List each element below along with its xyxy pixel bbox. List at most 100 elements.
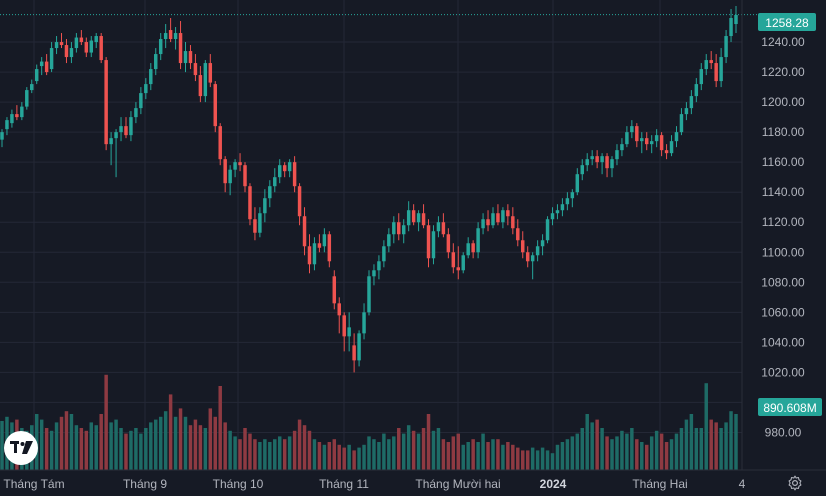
candle-body <box>44 61 49 73</box>
volume-bar <box>630 428 634 470</box>
candle-layer <box>0 6 738 373</box>
price-tick-label: 1200.00 <box>761 95 805 109</box>
candle-body <box>5 120 9 130</box>
candle-body <box>714 63 718 82</box>
volume-bar <box>302 425 307 470</box>
candle-body <box>248 186 252 220</box>
volume-bar <box>441 439 446 470</box>
candle-body <box>630 126 634 133</box>
volume-bar <box>729 411 733 470</box>
price-tick-label: 1080.00 <box>761 275 805 289</box>
volume-bar <box>139 433 143 470</box>
candle-body <box>397 222 401 235</box>
volume-bar <box>431 430 436 470</box>
price-tick-label: 1140.00 <box>762 185 805 199</box>
price-tick-label: 1100.00 <box>762 245 805 259</box>
candle-body <box>585 159 589 166</box>
candle-body <box>268 186 272 199</box>
volume-bar <box>173 416 178 470</box>
candle-body <box>392 222 396 235</box>
candle-body <box>64 45 69 58</box>
candle-body <box>139 93 143 109</box>
time-tick-label: Tháng 11 <box>319 477 369 491</box>
volume-bar <box>560 442 565 470</box>
candle-body <box>481 219 485 229</box>
candle-body <box>89 40 94 53</box>
candle-body <box>431 231 436 259</box>
volume-bar <box>183 416 188 470</box>
candle-body <box>213 84 217 127</box>
volume-bar <box>317 442 322 470</box>
candle-body <box>253 219 257 233</box>
candle-body <box>134 108 138 118</box>
volume-bar <box>352 450 356 470</box>
candle-body <box>471 243 475 253</box>
candle-body <box>610 159 614 169</box>
volume-bar <box>679 428 684 470</box>
tradingview-logo[interactable] <box>4 431 38 465</box>
candle-body <box>347 327 351 337</box>
volume-bar <box>734 414 738 470</box>
volume-bar <box>287 436 292 470</box>
volume-bar <box>213 416 217 470</box>
candle-body <box>406 210 411 226</box>
volume-bar <box>640 442 644 470</box>
volume-bar <box>550 453 555 470</box>
candle-body <box>669 141 674 154</box>
volume-bar <box>461 444 465 470</box>
candle-body <box>317 243 322 248</box>
candle-body <box>273 177 277 187</box>
candle-body <box>332 276 337 304</box>
volume-bar <box>163 411 168 470</box>
volume-bar <box>89 422 94 470</box>
candle-body <box>699 69 704 85</box>
volume-bar <box>292 430 297 470</box>
volume-bar <box>208 408 213 470</box>
time-axis[interactable]: Tháng Tám Tháng 9 Tháng 10 Tháng 11 Tháng Mư… <box>3 477 745 491</box>
volume-bar <box>481 433 485 470</box>
volume-bar <box>387 439 391 470</box>
candle-body <box>387 234 391 247</box>
volume-bar <box>243 428 247 470</box>
volume-bar <box>357 447 361 470</box>
candle-body <box>436 222 441 232</box>
candle-body <box>312 243 317 265</box>
candle-body <box>421 213 426 226</box>
volume-bar <box>248 433 252 470</box>
volume-bar <box>322 444 327 470</box>
candle-body <box>416 213 421 223</box>
candle-body <box>456 267 461 271</box>
candle-body <box>615 150 619 160</box>
candle-body <box>545 219 550 241</box>
candle-body <box>595 156 599 163</box>
volume-bar <box>119 428 123 470</box>
volume-bar <box>411 430 416 470</box>
candle-body <box>218 126 222 160</box>
settings-gear-icon[interactable] <box>786 474 804 492</box>
volume-bar <box>446 442 451 470</box>
candle-body <box>173 33 178 40</box>
candle-body <box>724 36 728 58</box>
last-volume-label: 890.608M <box>763 401 816 415</box>
grid-layer <box>0 0 742 470</box>
volume-bar <box>724 422 728 470</box>
candle-body <box>575 174 580 193</box>
volume-bar <box>392 436 396 470</box>
volume-bar <box>575 433 580 470</box>
volume-bar <box>664 442 669 470</box>
candle-body <box>352 345 356 361</box>
volume-bar <box>620 430 624 470</box>
volume-bar <box>397 428 401 470</box>
candle-body <box>154 54 158 70</box>
candle-body <box>34 69 39 82</box>
time-tick-label: 4 <box>739 477 746 491</box>
price-tick-label: 1240.00 <box>761 35 805 49</box>
volume-bar <box>124 433 128 470</box>
volume-bar <box>436 428 441 470</box>
volume-bar <box>253 439 257 470</box>
candle-body <box>168 30 173 40</box>
volume-bar <box>372 439 376 470</box>
candle-body <box>144 84 148 94</box>
volume-bar <box>307 430 312 470</box>
